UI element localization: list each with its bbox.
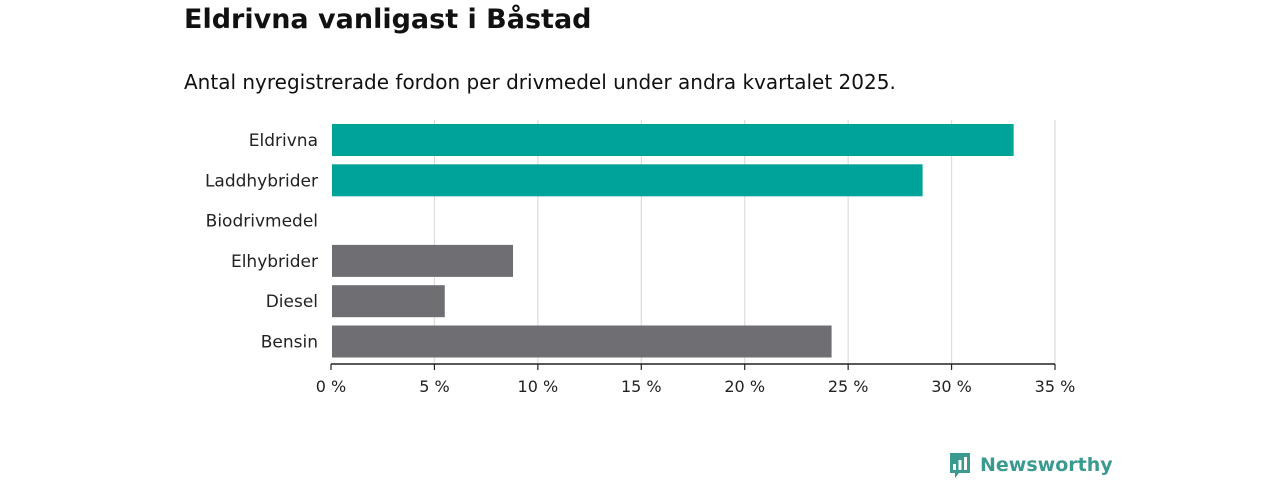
category-label-elhybrider: Elhybrider	[231, 252, 318, 272]
newsworthy-logo-icon	[950, 453, 970, 478]
x-axis-ticks: 0 % 5 % 10 % 15 % 20 % 25 % 30 % 35 %	[316, 364, 1076, 396]
x-tick-label: 5 %	[419, 377, 449, 396]
category-label-diesel: Diesel	[266, 292, 318, 312]
grid-lines	[433, 120, 1056, 364]
chart-subtitle: Antal nyregistrerade fordon per drivmede…	[184, 70, 896, 94]
category-label-eldrivna: Eldrivna	[249, 131, 318, 151]
x-tick-label: 10 %	[518, 377, 559, 396]
x-tick-label: 25 %	[828, 377, 869, 396]
x-tick-label: 35 %	[1035, 377, 1076, 396]
chart-title: Eldrivna vanligast i Båstad	[184, 4, 592, 35]
bar-diesel	[332, 285, 445, 318]
category-labels: Eldrivna Laddhybrider Biodrivmedel Elhybrid…	[205, 131, 318, 353]
x-tick-label: 20 %	[724, 377, 765, 396]
bar-elhybrider	[332, 244, 514, 277]
bar-laddhybrider	[332, 164, 923, 197]
category-label-bensin: Bensin	[261, 333, 318, 353]
bar-eldrivna	[332, 124, 1014, 156]
bars	[332, 124, 1014, 358]
newsworthy-brand[interactable]: Newsworthy	[948, 451, 1113, 479]
brand-name: Newsworthy	[980, 454, 1113, 476]
category-label-laddhybrider: Laddhybrider	[205, 171, 318, 191]
x-tick-label: 0 %	[316, 377, 346, 396]
bar-bensin	[332, 325, 832, 358]
x-tick-label: 15 %	[621, 377, 662, 396]
x-tick-label: 30 %	[931, 377, 972, 396]
category-label-biodrivmedel: Biodrivmedel	[206, 212, 318, 232]
